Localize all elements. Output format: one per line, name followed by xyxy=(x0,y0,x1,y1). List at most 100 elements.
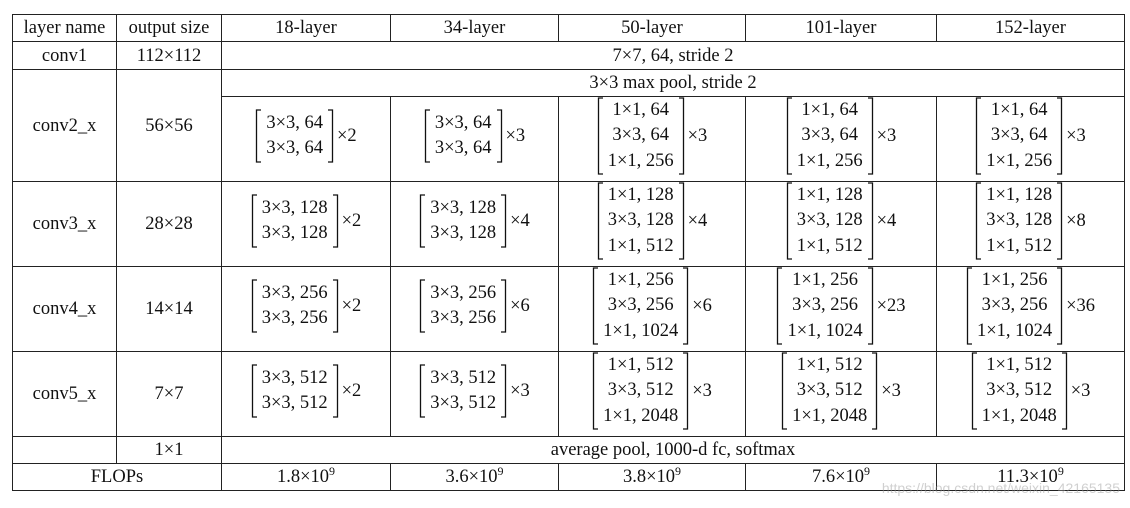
header-row: layer name output size 18-layer 34-layer… xyxy=(12,14,1125,42)
watermark: https://blog.csdn.net/weixin_42165135 xyxy=(881,480,1120,496)
flops-mantissa: 3.8×10 xyxy=(622,467,676,487)
layer-name-cell xyxy=(12,436,117,464)
right-bracket-icon xyxy=(332,364,338,418)
block-layers: 3×3, 256 3×3, 256 xyxy=(258,281,332,332)
block-cell: 1×1, 256 3×3, 256 1×1, 1024 ×6 xyxy=(558,266,746,352)
pool-row: conv2_x 56×56 3×3 max pool, stride 2 xyxy=(12,69,1125,182)
block-multiplier: ×2 xyxy=(341,296,362,316)
output-size-cell: 7×7 xyxy=(116,351,222,437)
flops-mantissa: 7.6×10 xyxy=(811,467,865,487)
header-cell: 34-layer xyxy=(390,14,559,42)
residual-block: 1×1, 64 3×3, 64 1×1, 256 ×3 xyxy=(597,97,708,175)
output-size-cell: 1×1 xyxy=(116,436,222,464)
block-layer-line: 1×1, 2048 xyxy=(981,405,1057,426)
block-layer-line: 1×1, 128 xyxy=(796,184,863,205)
flops-mantissa: 1.8×10 xyxy=(276,467,330,487)
block-cell: 1×1, 128 3×3, 128 1×1, 512 ×4 xyxy=(558,181,746,267)
block-multiplier: ×3 xyxy=(1070,381,1091,401)
right-bracket-icon xyxy=(328,109,334,163)
residual-block: 3×3, 256 3×3, 256 ×6 xyxy=(419,279,530,333)
block-layer-line: 1×1, 1024 xyxy=(603,320,679,341)
block-layers: 3×3, 64 3×3, 64 xyxy=(431,111,496,162)
block-layers: 1×1, 256 3×3, 256 1×1, 1024 xyxy=(783,268,866,345)
left-bracket-icon xyxy=(597,182,603,260)
residual-block: 1×1, 256 3×3, 256 1×1, 1024 ×6 xyxy=(592,267,712,345)
right-bracket-icon xyxy=(867,267,873,345)
output-size-cell: 112×112 xyxy=(116,41,222,70)
right-bracket-icon xyxy=(683,352,689,430)
header-cell: 50-layer xyxy=(558,14,746,42)
block-cell: 3×3, 64 3×3, 64 ×2 xyxy=(221,96,391,182)
block-layer-line: 3×3, 64 xyxy=(434,138,492,158)
block-layer-line: 3×3, 64 xyxy=(434,112,492,133)
conv2-blocks-row: 3×3, 64 3×3, 64 ×2 3×3, 64 3×3, 64 ×3 1×1, 64 3… xyxy=(13,96,1125,182)
residual-block: 1×1, 128 3×3, 128 1×1, 512 ×4 xyxy=(786,182,896,260)
residual-block: 1×1, 64 3×3, 64 1×1, 256 ×3 xyxy=(786,97,897,175)
block-layer-line: 1×1, 128 xyxy=(607,184,674,205)
left-bracket-icon xyxy=(424,109,430,163)
block-cell: 1×1, 256 3×3, 256 1×1, 1024 ×23 xyxy=(745,266,937,352)
right-bracket-icon xyxy=(496,109,502,163)
block-layer-line: 3×3, 256 xyxy=(430,308,497,328)
block-layer-line: 3×3, 64 xyxy=(990,125,1048,146)
block-cell: 1×1, 512 3×3, 512 1×1, 2048 ×3 xyxy=(745,351,937,437)
layer-name-cell: conv1 xyxy=(12,41,117,70)
block-layers: 3×3, 256 3×3, 256 xyxy=(426,281,500,332)
block-multiplier: ×6 xyxy=(692,296,712,316)
block-layer-line: 1×1, 1024 xyxy=(787,320,863,341)
block-layer-line: 1×1, 512 xyxy=(607,235,674,256)
left-bracket-icon xyxy=(976,182,982,260)
block-multiplier: ×3 xyxy=(687,126,708,146)
block-layers: 1×1, 128 3×3, 128 1×1, 512 xyxy=(982,183,1056,260)
right-bracket-icon xyxy=(872,352,878,430)
block-layer-line: 1×1, 1024 xyxy=(976,320,1053,341)
block-layer-line: 3×3, 128 xyxy=(261,223,328,243)
block-cell: 1×1, 64 3×3, 64 1×1, 256 ×3 xyxy=(936,96,1125,182)
right-bracket-icon xyxy=(1057,182,1063,260)
left-bracket-icon xyxy=(256,109,262,163)
right-bracket-icon xyxy=(683,267,689,345)
final-spec-cell: average pool, 1000-d fc, softmax xyxy=(221,436,1125,464)
conv4-row: conv4_x 14×14 3×3, 256 3×3, 256 ×2 3×3, 256… xyxy=(12,266,1125,352)
final-row: 1×1 average pool, 1000-d fc, softmax xyxy=(12,436,1125,464)
flops-value-cell: 3.6×109 xyxy=(390,463,559,491)
block-layer-line: 1×1, 512 xyxy=(986,354,1053,375)
flops-mantissa: 11.3×10 xyxy=(997,467,1058,487)
right-bracket-icon xyxy=(332,279,338,333)
flops-exponent: 9 xyxy=(864,464,871,478)
left-bracket-icon xyxy=(777,267,783,345)
block-layer-line: 3×3, 256 xyxy=(792,295,858,316)
residual-block: 3×3, 512 3×3, 512 ×3 xyxy=(419,364,530,418)
output-size-cell: 28×28 xyxy=(116,181,222,267)
left-bracket-icon xyxy=(420,364,426,418)
flops-mantissa: 3.6×10 xyxy=(445,467,498,487)
block-layers: 3×3, 512 3×3, 512 xyxy=(258,366,332,417)
block-multiplier: ×3 xyxy=(876,126,897,146)
layer-name-cell: conv4_x xyxy=(12,266,117,352)
block-multiplier: ×2 xyxy=(341,381,362,401)
block-layer-line: 3×3, 128 xyxy=(607,210,674,231)
block-layer-line: 3×3, 256 xyxy=(261,282,328,303)
block-cell: 3×3, 64 3×3, 64 ×3 xyxy=(390,96,559,182)
residual-block: 1×1, 512 3×3, 512 1×1, 2048 ×3 xyxy=(971,352,1091,430)
flops-value-cell: 11.3×109 xyxy=(936,463,1125,491)
block-layer-line: 3×3, 128 xyxy=(986,210,1053,231)
left-bracket-icon xyxy=(251,279,257,333)
flops-label-cell: FLOPs xyxy=(12,463,222,491)
residual-block: 1×1, 512 3×3, 512 1×1, 2048 ×3 xyxy=(592,352,712,430)
residual-block: 1×1, 256 3×3, 256 1×1, 1024 ×23 xyxy=(776,267,906,345)
block-layers: 3×3, 128 3×3, 128 xyxy=(258,196,332,247)
block-layers: 1×1, 256 3×3, 256 1×1, 1024 xyxy=(599,268,682,345)
left-bracket-icon xyxy=(420,194,426,248)
layer-name-cell: conv5_x xyxy=(12,351,117,437)
residual-block: 1×1, 64 3×3, 64 1×1, 256 ×3 xyxy=(975,97,1086,175)
block-layer-line: 3×3, 256 xyxy=(607,295,674,316)
block-cell: 3×3, 256 3×3, 256 ×6 xyxy=(390,266,559,352)
residual-block: 3×3, 128 3×3, 128 ×4 xyxy=(419,194,530,248)
header-cell: 18-layer xyxy=(221,14,391,42)
block-layer-line: 3×3, 256 xyxy=(430,282,497,303)
block-layer-line: 3×3, 64 xyxy=(266,112,323,133)
block-layer-line: 1×1, 512 xyxy=(796,354,863,375)
block-cell: 1×1, 64 3×3, 64 1×1, 256 ×3 xyxy=(745,96,937,182)
flops-exponent: 9 xyxy=(329,464,336,478)
